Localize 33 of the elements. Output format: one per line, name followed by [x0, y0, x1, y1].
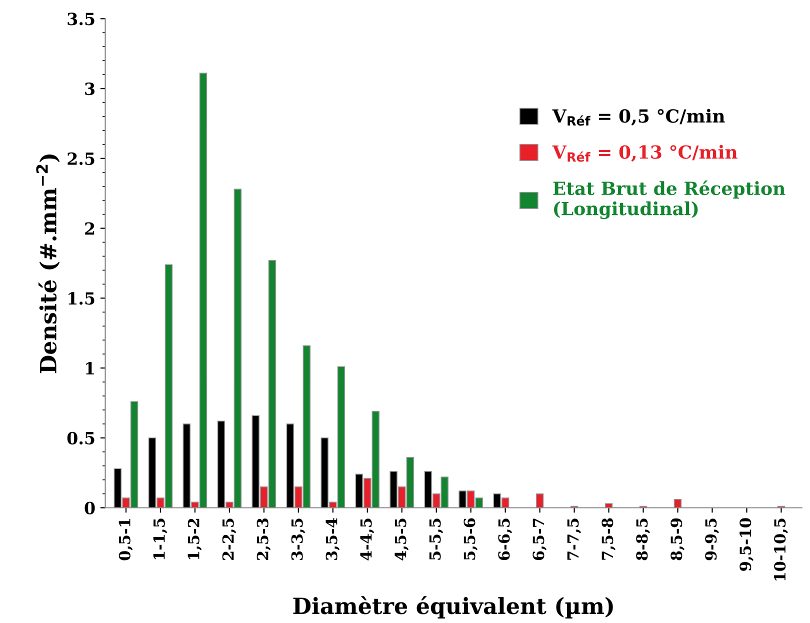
y-tick-label: 2.5	[68, 152, 94, 165]
y-axis-title: Densité (#.mm$^{−2}$)	[36, 154, 60, 374]
y-tick-label: 3.5	[68, 12, 94, 26]
x-tick-label: 10-10,5	[774, 518, 788, 580]
x-tick-label: 5-5,5	[429, 518, 444, 560]
legend-label: V$_{Réf}$ = 0,5 °C/min	[552, 108, 725, 126]
x-tick-label: 7-7,5	[567, 518, 582, 560]
x-tick-label: 2,5-3	[256, 518, 271, 560]
y-tick-label: 3	[85, 82, 95, 96]
x-tick-label: 4,5-5	[394, 518, 409, 560]
x-tick-label: 8,5-9	[670, 518, 684, 560]
x-tick-label: 2-2,5	[222, 518, 236, 560]
x-tick-label: 9-9,5	[705, 518, 719, 560]
x-tick-label: 1-1,5	[153, 518, 168, 560]
y-tick-label: 0.5	[67, 432, 94, 444]
y-tick-label: 1.5	[68, 292, 94, 305]
x-tick-label: 1,5-2	[188, 518, 202, 560]
x-tick-label: 6,5-7	[532, 518, 547, 560]
x-tick-label: 3-3,5	[291, 518, 306, 560]
x-tick-label: 0,5-1	[118, 518, 133, 560]
x-tick-label: 3,5-4	[326, 518, 340, 560]
x-tick-label: 5,5-6	[464, 518, 478, 560]
x-tick-label: 4-4,5	[360, 518, 374, 560]
y-tick-label: 2	[85, 222, 94, 235]
y-tick-label: 1	[86, 362, 94, 374]
x-tick-label: 6-6,5	[498, 518, 512, 560]
legend-label: V$_{Réf}$ = 0,13 °C/min	[552, 144, 738, 162]
legend-label: Etat Brut de Réception (Longitudinal)	[553, 180, 786, 220]
x-axis-title: Diamètre équivalent (µm)	[293, 596, 613, 619]
y-tick-label: 0	[84, 502, 95, 514]
x-tick-label: 9,5-10	[740, 518, 754, 571]
x-tick-label: 7,5-8	[602, 518, 616, 560]
x-tick-label: 8-8,5	[636, 518, 650, 560]
